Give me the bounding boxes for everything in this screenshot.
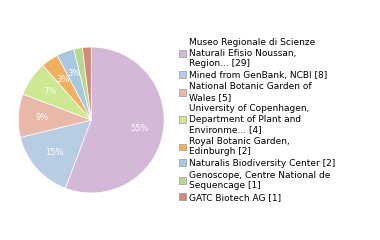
Wedge shape <box>21 120 91 188</box>
Text: 9%: 9% <box>35 113 48 121</box>
Wedge shape <box>23 65 91 120</box>
Wedge shape <box>74 48 91 120</box>
Text: 55%: 55% <box>131 125 149 133</box>
Text: 15%: 15% <box>45 148 63 157</box>
Text: 7%: 7% <box>44 87 57 96</box>
Wedge shape <box>57 49 91 120</box>
Wedge shape <box>43 55 91 120</box>
Wedge shape <box>65 47 164 193</box>
Wedge shape <box>82 47 91 120</box>
Text: 3%: 3% <box>67 69 80 78</box>
Wedge shape <box>18 94 91 138</box>
Text: 3%: 3% <box>56 75 70 84</box>
Legend: Museo Regionale di Scienze
Naturali Efisio Noussan,
Region... [29], Mined from G: Museo Regionale di Scienze Naturali Efis… <box>179 38 336 202</box>
